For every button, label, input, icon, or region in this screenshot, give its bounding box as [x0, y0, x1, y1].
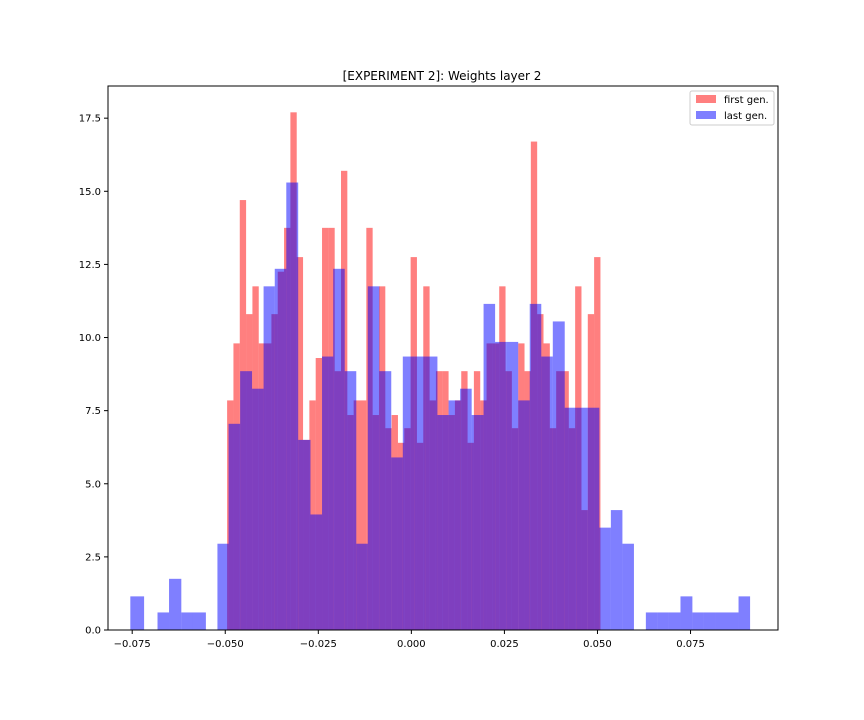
y-tick-label: 12.5 [79, 260, 101, 271]
bar-last-gen-44 [645, 612, 658, 630]
bar-last-gen-16 [322, 356, 334, 630]
x-tick-label: −0.075 [114, 639, 151, 650]
bar-last-gen-24 [414, 356, 426, 630]
bar-first-gen-21 [359, 400, 367, 630]
bar-last-gen-9 [240, 371, 253, 630]
y-tick-label: 17.5 [79, 114, 101, 125]
plot-frame [107, 85, 779, 631]
y-tick-label: 15.0 [79, 187, 101, 198]
y-tick-label: 5.0 [85, 479, 101, 490]
bar-last-gen-17 [333, 268, 345, 630]
bar-last-gen-38 [576, 407, 588, 630]
legend-swatch-last-gen [696, 111, 716, 119]
bar-first-gen-14 [315, 358, 323, 630]
bar-last-gen-27 [448, 400, 461, 630]
bar-last-gen-46 [668, 612, 681, 630]
bar-last-gen-21 [379, 371, 392, 630]
bar-last-gen-48 [692, 612, 704, 630]
bar-last-gen-19 [356, 543, 368, 630]
bar-last-gen-23 [402, 356, 415, 630]
bar-last-gen-20 [367, 286, 380, 630]
bar-last-gen-14 [298, 439, 311, 630]
bar-last-gen-35 [541, 356, 553, 630]
bar-last-gen-47 [680, 596, 693, 630]
bar-last-gen-41 [610, 510, 623, 630]
bar-last-gen-34 [529, 303, 542, 630]
bar-last-gen-10 [252, 388, 264, 630]
bar-last-gen-2 [157, 612, 170, 630]
bar-last-gen-42 [622, 543, 634, 630]
bar-last-gen-33 [518, 400, 530, 630]
bar-last-gen-49 [703, 612, 716, 630]
bar-last-gen-40 [599, 527, 611, 630]
bar-last-gen-51 [727, 612, 739, 630]
x-axis: −0.075 −0.050 −0.025 0.000 0.025 0.050 0.075 [114, 630, 705, 650]
x-tick-label: 0.050 [583, 639, 612, 650]
bar-last-gen-12 [274, 268, 287, 630]
bar-last-gen-31 [495, 341, 507, 630]
bar-last-gen-52 [738, 596, 751, 630]
bar-last-gen-39 [587, 407, 600, 630]
x-tick-label: 0.025 [490, 639, 519, 650]
bar-last-gen-18 [344, 371, 357, 630]
legend-label-first-gen: first gen. [724, 95, 769, 106]
bar-last-gen-7 [217, 543, 229, 630]
bar-last-gen-30 [483, 303, 496, 630]
bar-last-gen-0 [130, 596, 145, 630]
bar-last-gen-32 [506, 341, 519, 630]
chart-title: [EXPERIMENT 2]: Weights layer 2 [343, 69, 542, 83]
y-axis: 0.0 2.5 5.0 7.5 10.0 12.5 15.0 17.5 [79, 114, 108, 637]
bar-last-gen-45 [657, 612, 669, 630]
bar-last-gen-50 [715, 612, 728, 630]
legend-label-last-gen: last gen. [724, 111, 767, 122]
y-tick-label: 7.5 [85, 406, 101, 417]
bar-last-gen-37 [564, 407, 577, 630]
y-tick-label: 2.5 [85, 552, 101, 563]
bar-last-gen-3 [169, 578, 182, 630]
x-tick-label: 0.075 [676, 639, 705, 650]
x-tick-label: −0.050 [207, 639, 244, 650]
legend: first gen. last gen. [689, 90, 775, 126]
bar-last-gen-36 [552, 321, 565, 630]
bar-last-gen-15 [310, 514, 323, 630]
bar-last-gen-26 [437, 415, 449, 630]
bar-last-gen-8 [228, 423, 241, 630]
x-tick-label: −0.025 [300, 639, 337, 650]
bar-last-gen-29 [471, 415, 484, 630]
bar-last-gen-5 [192, 612, 206, 630]
bar-last-gen-25 [425, 356, 438, 630]
y-tick-label: 0.0 [85, 626, 101, 637]
bar-first-gen-20 [353, 400, 360, 630]
bar-last-gen-4 [181, 612, 193, 630]
bar-last-gen-13 [286, 182, 299, 630]
bar-last-gen-22 [391, 457, 403, 630]
x-tick-label: 0.000 [397, 639, 426, 650]
y-tick-label: 10.0 [79, 333, 101, 344]
bar-last-gen-11 [263, 286, 275, 630]
histogram-bars [130, 112, 751, 630]
legend-swatch-first-gen [696, 95, 716, 103]
bar-last-gen-28 [460, 388, 472, 630]
